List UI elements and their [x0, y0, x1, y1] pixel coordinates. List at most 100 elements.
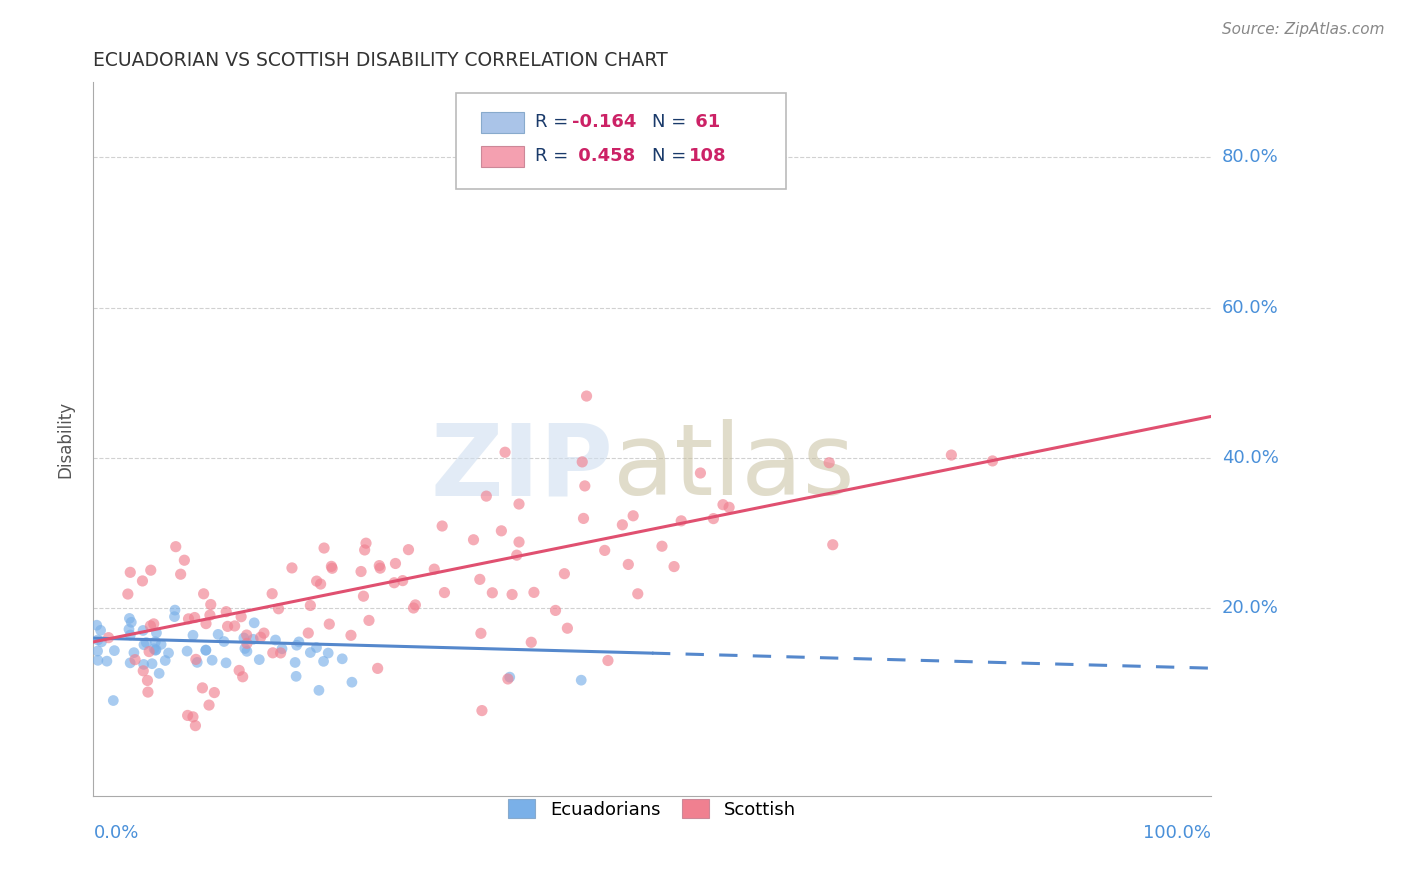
Point	[689, 466, 711, 480]
Text: 80.0%: 80.0%	[1222, 148, 1278, 167]
Point	[463, 533, 485, 547]
Text: 0.0%: 0.0%	[93, 824, 139, 842]
Point	[617, 558, 640, 572]
Point	[271, 641, 294, 656]
Point	[177, 612, 200, 626]
Point	[150, 637, 173, 651]
Point	[305, 574, 328, 588]
Point	[191, 681, 214, 695]
Text: R =: R =	[534, 147, 574, 165]
Point	[90, 624, 112, 638]
Point	[148, 666, 170, 681]
Point	[288, 635, 311, 649]
Point	[423, 562, 446, 576]
Point	[627, 587, 650, 601]
Point	[86, 644, 108, 658]
Point	[569, 673, 592, 688]
Point	[941, 448, 963, 462]
Point	[194, 643, 217, 657]
Point	[120, 615, 142, 630]
Point	[217, 619, 239, 633]
Point	[384, 557, 406, 571]
Point	[382, 575, 405, 590]
Point	[201, 653, 224, 667]
Point	[235, 628, 257, 642]
Point	[184, 652, 207, 666]
Point	[398, 542, 420, 557]
Text: 108: 108	[689, 147, 727, 165]
Point	[321, 559, 343, 574]
Point	[368, 558, 391, 573]
Point	[249, 630, 271, 644]
Point	[571, 455, 593, 469]
Point	[321, 561, 343, 575]
Point	[284, 656, 307, 670]
Point	[186, 656, 208, 670]
Point	[818, 456, 841, 470]
Text: ZIP: ZIP	[430, 419, 613, 516]
Point	[132, 624, 155, 638]
Point	[491, 524, 513, 538]
Point	[981, 454, 1004, 468]
Point	[651, 539, 673, 553]
Point	[312, 654, 335, 668]
Point	[285, 638, 308, 652]
Point	[593, 543, 616, 558]
Point	[596, 653, 619, 667]
Point	[340, 675, 363, 690]
Point	[330, 652, 353, 666]
Point	[236, 636, 259, 650]
Point	[139, 619, 162, 633]
Point	[475, 489, 498, 503]
Point	[124, 653, 146, 667]
Point	[122, 646, 145, 660]
Point	[262, 587, 284, 601]
Point	[139, 563, 162, 577]
Point	[242, 632, 264, 647]
Point	[671, 514, 693, 528]
Point	[575, 389, 598, 403]
FancyBboxPatch shape	[481, 112, 523, 133]
Point	[299, 646, 322, 660]
Point	[86, 618, 108, 632]
Point	[193, 587, 215, 601]
Point	[215, 605, 238, 619]
Point	[468, 573, 491, 587]
Point	[662, 559, 685, 574]
Point	[433, 585, 456, 599]
Point	[145, 642, 167, 657]
Point	[496, 672, 519, 686]
Text: 0.458: 0.458	[572, 147, 634, 165]
Point	[118, 611, 141, 625]
Point	[198, 608, 221, 623]
Point	[471, 704, 494, 718]
Point	[501, 587, 523, 601]
Point	[215, 656, 238, 670]
Point	[90, 635, 112, 649]
Text: 61: 61	[689, 112, 720, 130]
Point	[243, 615, 266, 630]
Point	[231, 609, 253, 624]
Point	[120, 656, 142, 670]
Point	[357, 614, 380, 628]
Point	[184, 718, 207, 732]
Point	[702, 511, 724, 525]
Point	[470, 626, 492, 640]
Point	[391, 574, 413, 588]
Point	[145, 626, 167, 640]
Point	[621, 508, 644, 523]
Point	[132, 664, 155, 678]
Point	[97, 631, 120, 645]
Point	[117, 587, 139, 601]
Point	[506, 548, 529, 562]
Point	[195, 616, 218, 631]
Point	[87, 632, 110, 647]
Point	[494, 445, 516, 459]
Point	[718, 500, 741, 515]
Point	[340, 628, 363, 642]
Point	[316, 646, 339, 660]
Point	[312, 541, 335, 555]
Text: 20.0%: 20.0%	[1222, 599, 1278, 617]
Point	[430, 519, 453, 533]
Point	[142, 616, 165, 631]
